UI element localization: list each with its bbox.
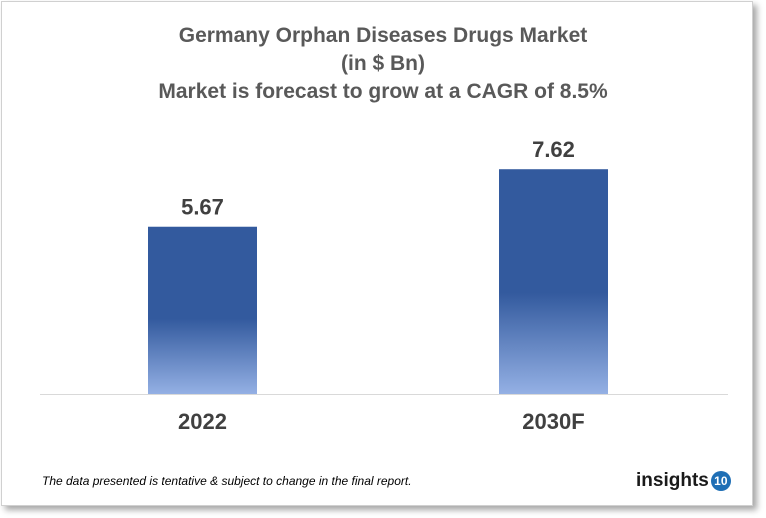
insights10-logo: insights 10 <box>636 470 731 492</box>
bar-2022 <box>148 226 257 394</box>
title-line-3: Market is forecast to grow at a CAGR of … <box>158 80 608 103</box>
title-line-1: Germany Orphan Diseases Drugs Market <box>178 24 588 47</box>
footnote: The data presented is tentative & subjec… <box>42 474 412 488</box>
data-label: 7.62 <box>532 137 575 162</box>
x-tick-label: 2030F <box>522 409 584 434</box>
logo-badge: 10 <box>710 471 731 491</box>
chart-card <box>1 1 753 506</box>
logo-text: insights <box>636 470 709 491</box>
x-tick-label: 2022 <box>178 409 227 434</box>
data-label: 5.67 <box>181 195 224 220</box>
bar-2030F <box>499 169 608 394</box>
title-line-2: (in $ Bn) <box>341 52 425 75</box>
chart-title: Germany Orphan Diseases Drugs Market (in… <box>0 22 766 106</box>
